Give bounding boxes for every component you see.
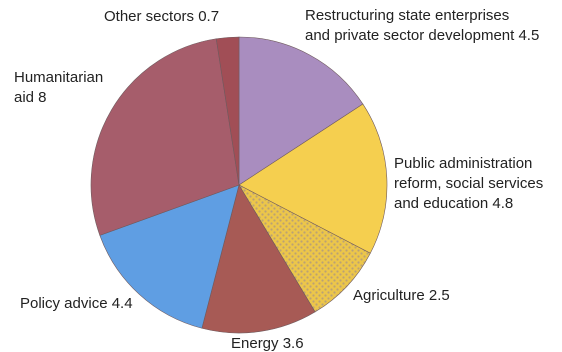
pie-slices — [90, 36, 388, 334]
pie-label-line: Agriculture 2.5 — [353, 287, 450, 304]
pie-label-line: and private sector development 4.5 — [305, 27, 539, 44]
pie-slice-restructuring-state-enterprises-and-private-sector-development — [238, 36, 364, 186]
pie-label-line: Other sectors 0.7 — [104, 8, 219, 25]
pie-label-public-administration-reform-social-services-and-education: Public administration reform, social serv… — [394, 155, 543, 212]
pie-label-restructuring-state-enterprises-and-private-sector-development: Restructuring state enterprises and priva… — [305, 7, 539, 44]
pie-labels: Restructuring state enterprises and priva… — [14, 7, 543, 352]
pie-slice-energy — [201, 184, 316, 334]
pie-label-other-sectors: Other sectors 0.7 — [104, 8, 219, 25]
pie-label-energy: Energy 3.6 — [231, 335, 304, 352]
pie-label-line: and education 4.8 — [394, 195, 513, 212]
pie-label-agriculture: Agriculture 2.5 — [353, 287, 450, 304]
pie-slice-humanitarian-aid — [90, 38, 240, 236]
pie-label-line: Restructuring state enterprises — [305, 7, 509, 24]
pie-label-line: Public administration — [394, 155, 532, 172]
pie-label-policy-advice: Policy advice 4.4 — [20, 295, 133, 312]
pie-label-line: Policy advice 4.4 — [20, 295, 133, 312]
pie-slice-policy-advice — [99, 184, 240, 329]
pie-label-line: Energy 3.6 — [231, 335, 304, 352]
pie-slice-other-sectors — [215, 36, 240, 186]
pie-slice-public-administration-reform-social-services-and-education — [238, 103, 388, 254]
pie-label-line: reform, social services — [394, 175, 543, 192]
pie-slice-agriculture — [238, 184, 371, 313]
pie-label-humanitarian-aid: Humanitarian aid 8 — [14, 69, 103, 106]
pie-label-line: aid 8 — [14, 89, 47, 106]
pie-label-line: Humanitarian — [14, 69, 103, 86]
